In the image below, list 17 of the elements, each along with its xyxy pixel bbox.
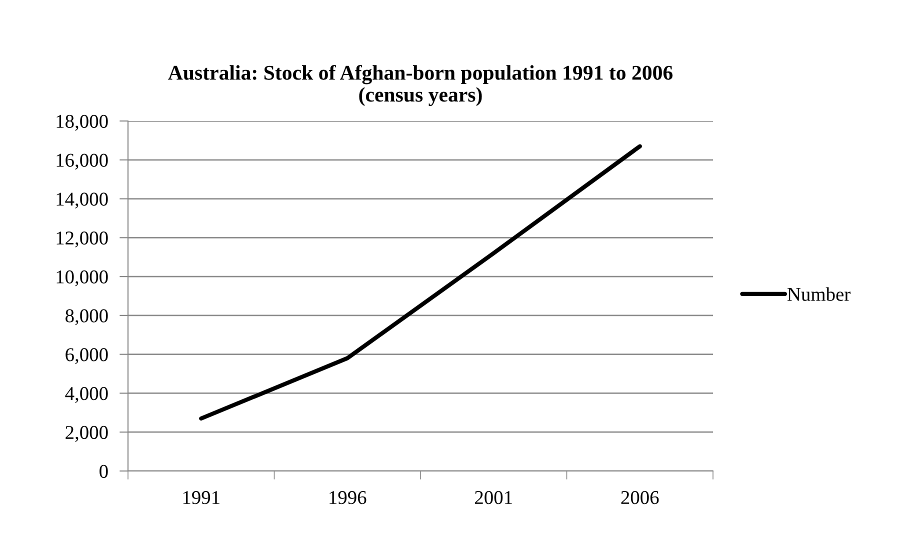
y-tick-label: 12,000 (56, 231, 108, 248)
y-tick-label: 16,000 (56, 154, 108, 170)
x-tick-label: 2001 (475, 491, 512, 504)
line-series (199, 144, 642, 421)
y-tick-label: 0 (100, 464, 108, 478)
y-tick-label: 8,000 (66, 309, 108, 326)
y-tick-label: 2,000 (66, 426, 108, 442)
x-tick-label: 1996 (330, 491, 366, 504)
y-tick-label: 10,000 (56, 270, 108, 286)
x-tick-label: 2006 (621, 491, 659, 504)
legend-label: Number (787, 287, 850, 301)
y-tick-label: 18,000 (56, 114, 108, 131)
x-tick-label: 1991 (183, 491, 220, 504)
y-tick-label: 6,000 (66, 348, 108, 364)
y-tick-label: 14,000 (56, 192, 108, 209)
chart-title: Australia: Stock of Afghan-born population 1991 to 2006 (census years) (168, 64, 673, 106)
y-tick-label: 4,000 (65, 387, 108, 403)
